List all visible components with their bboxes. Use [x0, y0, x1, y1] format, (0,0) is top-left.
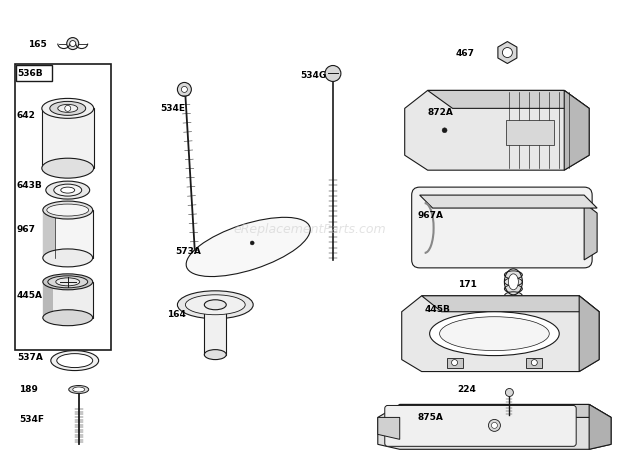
Polygon shape	[498, 42, 517, 63]
Ellipse shape	[61, 187, 75, 193]
Ellipse shape	[505, 285, 522, 293]
Ellipse shape	[186, 217, 310, 276]
Polygon shape	[405, 91, 589, 170]
Ellipse shape	[58, 104, 78, 112]
Polygon shape	[589, 405, 611, 449]
Polygon shape	[428, 91, 589, 108]
Circle shape	[451, 360, 458, 366]
Polygon shape	[378, 405, 611, 449]
Text: 642: 642	[17, 111, 36, 120]
Text: 536B: 536B	[17, 69, 43, 78]
Ellipse shape	[57, 354, 92, 367]
Text: 165: 165	[28, 40, 46, 49]
Ellipse shape	[43, 249, 92, 267]
Bar	[43, 282, 92, 318]
Ellipse shape	[177, 291, 253, 319]
Ellipse shape	[43, 310, 92, 326]
Ellipse shape	[46, 181, 90, 199]
Bar	[205, 305, 226, 355]
Text: 445B: 445B	[425, 305, 451, 314]
Text: 534F: 534F	[19, 415, 44, 424]
Text: 189: 189	[19, 385, 38, 394]
Text: 967: 967	[17, 226, 36, 235]
Polygon shape	[400, 405, 611, 417]
Ellipse shape	[56, 278, 80, 286]
Text: 537A: 537A	[17, 353, 43, 362]
Circle shape	[531, 360, 538, 366]
Circle shape	[250, 241, 254, 245]
Ellipse shape	[205, 350, 226, 360]
Text: 643B: 643B	[17, 181, 43, 190]
Polygon shape	[420, 195, 597, 208]
Ellipse shape	[43, 201, 92, 219]
Circle shape	[505, 389, 513, 396]
Text: 872A: 872A	[428, 108, 453, 117]
Ellipse shape	[430, 312, 559, 356]
Polygon shape	[43, 210, 55, 258]
Bar	[507, 120, 554, 145]
Ellipse shape	[42, 98, 94, 118]
Circle shape	[489, 419, 500, 431]
Text: 967A: 967A	[418, 211, 444, 220]
Text: 534G: 534G	[300, 71, 326, 80]
Polygon shape	[402, 296, 599, 371]
Circle shape	[64, 106, 71, 111]
FancyBboxPatch shape	[385, 405, 576, 446]
Circle shape	[69, 41, 76, 47]
Bar	[526, 357, 542, 367]
Ellipse shape	[51, 351, 99, 371]
Bar	[42, 108, 94, 168]
Polygon shape	[422, 296, 599, 312]
Text: 164: 164	[167, 310, 187, 319]
Ellipse shape	[205, 300, 226, 310]
Circle shape	[67, 38, 79, 49]
Ellipse shape	[54, 184, 82, 196]
Ellipse shape	[46, 204, 89, 216]
Ellipse shape	[43, 274, 92, 290]
Text: 445A: 445A	[17, 291, 43, 300]
Circle shape	[325, 66, 341, 82]
Ellipse shape	[508, 274, 518, 290]
Circle shape	[442, 128, 447, 133]
Ellipse shape	[505, 292, 522, 300]
Ellipse shape	[505, 278, 522, 286]
Polygon shape	[43, 282, 53, 318]
Text: 573A: 573A	[175, 247, 202, 256]
Text: 467: 467	[456, 49, 474, 58]
Text: eReplacementParts.com: eReplacementParts.com	[234, 223, 386, 236]
Polygon shape	[579, 296, 599, 371]
Ellipse shape	[48, 276, 87, 288]
Circle shape	[177, 82, 192, 96]
Ellipse shape	[73, 387, 85, 392]
Bar	[15, 63, 110, 350]
Text: 171: 171	[458, 280, 476, 289]
FancyBboxPatch shape	[412, 187, 592, 268]
Circle shape	[182, 87, 187, 92]
Ellipse shape	[42, 158, 94, 178]
Ellipse shape	[505, 271, 522, 279]
Ellipse shape	[185, 295, 245, 315]
Text: 224: 224	[458, 385, 476, 394]
Bar	[43, 210, 92, 258]
Ellipse shape	[50, 101, 86, 116]
Polygon shape	[584, 203, 597, 260]
Polygon shape	[564, 91, 589, 170]
Text: 534E: 534E	[161, 104, 185, 113]
Ellipse shape	[440, 317, 549, 351]
Polygon shape	[378, 417, 400, 439]
Circle shape	[502, 48, 512, 58]
Bar	[446, 357, 463, 367]
Circle shape	[492, 422, 497, 429]
Ellipse shape	[69, 386, 89, 394]
Bar	[16, 66, 52, 82]
Text: 875A: 875A	[418, 413, 443, 422]
